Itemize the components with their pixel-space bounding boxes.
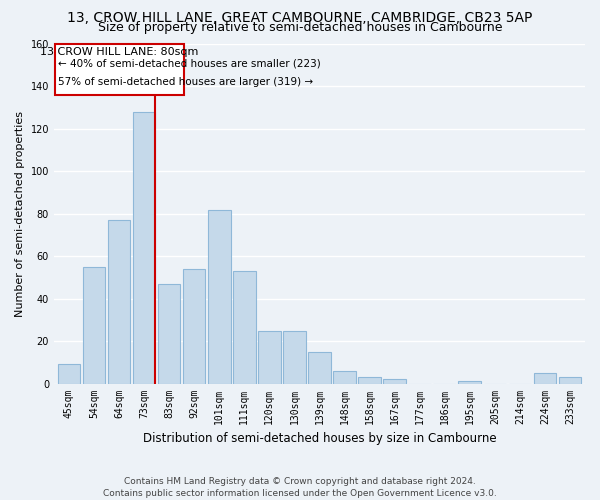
Bar: [58, 364, 80, 384]
Bar: [133, 112, 155, 384]
Text: 57% of semi-detached houses are larger (319) →: 57% of semi-detached houses are larger (…: [58, 77, 313, 87]
Bar: [83, 267, 105, 384]
X-axis label: Distribution of semi-detached houses by size in Cambourne: Distribution of semi-detached houses by …: [143, 432, 496, 445]
Bar: [233, 271, 256, 384]
Text: 13 CROW HILL LANE: 80sqm: 13 CROW HILL LANE: 80sqm: [40, 47, 199, 57]
FancyBboxPatch shape: [55, 44, 184, 95]
Bar: [333, 371, 356, 384]
Bar: [208, 210, 230, 384]
Bar: [559, 377, 581, 384]
Bar: [183, 269, 205, 384]
Bar: [458, 382, 481, 384]
Bar: [258, 330, 281, 384]
Bar: [533, 373, 556, 384]
Text: Contains HM Land Registry data © Crown copyright and database right 2024.
Contai: Contains HM Land Registry data © Crown c…: [103, 476, 497, 498]
Bar: [358, 377, 381, 384]
Bar: [108, 220, 130, 384]
Bar: [158, 284, 181, 384]
Bar: [383, 380, 406, 384]
Bar: [283, 330, 305, 384]
Text: 13, CROW HILL LANE, GREAT CAMBOURNE, CAMBRIDGE, CB23 5AP: 13, CROW HILL LANE, GREAT CAMBOURNE, CAM…: [67, 11, 533, 25]
Text: Size of property relative to semi-detached houses in Cambourne: Size of property relative to semi-detach…: [98, 21, 502, 34]
Bar: [308, 352, 331, 384]
Text: ← 40% of semi-detached houses are smaller (223): ← 40% of semi-detached houses are smalle…: [58, 58, 320, 68]
Y-axis label: Number of semi-detached properties: Number of semi-detached properties: [15, 111, 25, 317]
